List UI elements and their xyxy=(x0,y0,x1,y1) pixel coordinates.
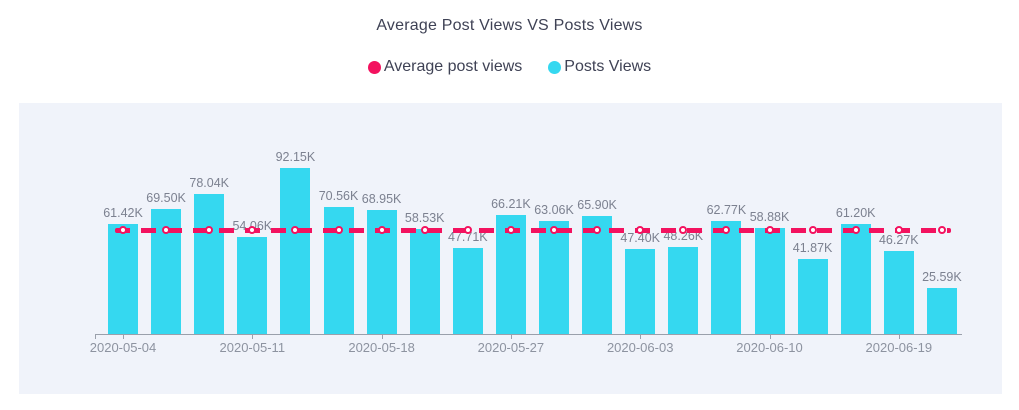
bar-posts-views[interactable] xyxy=(926,287,957,334)
bar-value-label: 92.15K xyxy=(275,150,316,165)
average-line-point[interactable] xyxy=(894,226,903,235)
average-line-point[interactable] xyxy=(851,226,860,235)
axis-tick xyxy=(640,335,642,339)
bar-value-label: 61.20K xyxy=(835,205,876,220)
average-line-point[interactable] xyxy=(377,226,386,235)
bar-posts-views[interactable] xyxy=(495,214,526,334)
bar-posts-views[interactable] xyxy=(797,258,828,334)
bar-posts-views[interactable] xyxy=(194,193,225,334)
legend-item-average-post-views[interactable]: Average post views xyxy=(367,58,523,76)
bar-posts-views[interactable] xyxy=(711,221,742,334)
bar-value-label: 66.21K xyxy=(491,196,531,211)
axis-tick xyxy=(252,335,254,339)
bar-value-label: 47.71K xyxy=(447,230,488,245)
bar-value-label: 62.77K xyxy=(706,203,747,218)
average-line-point[interactable] xyxy=(722,226,731,235)
average-line-point[interactable] xyxy=(248,226,257,235)
bar-value-label: 70.56K xyxy=(318,189,359,204)
axis-tick xyxy=(510,335,512,339)
average-line-point[interactable] xyxy=(334,226,343,235)
chart-title: Average Post Views VS Posts Views xyxy=(376,17,643,34)
legend-label: Posts Views xyxy=(564,58,652,75)
average-line-point[interactable] xyxy=(550,226,558,235)
legend-circle-icon xyxy=(548,60,562,74)
legend-label: Average post views xyxy=(383,58,523,75)
bar-posts-views[interactable] xyxy=(452,248,483,334)
bar-posts-views[interactable] xyxy=(840,223,871,334)
bar-value-label: 65.90K xyxy=(577,197,617,212)
x-axis-label: 2020-05-18 xyxy=(348,340,415,355)
average-line-point[interactable] xyxy=(162,226,171,235)
average-line-point[interactable] xyxy=(463,226,472,235)
average-line-point[interactable] xyxy=(679,226,688,235)
axis-tick xyxy=(123,335,124,339)
x-axis-label: 2020-06-10 xyxy=(736,340,803,355)
bar-posts-views[interactable] xyxy=(582,215,613,334)
legend: Average post views Posts Views xyxy=(0,58,1019,76)
chart-panel: 61.42K69.50K78.04K54.06K92.15K70.56K68.9… xyxy=(19,103,1002,394)
average-line-point[interactable] xyxy=(937,226,946,235)
bar-value-label: 78.04K xyxy=(189,175,229,190)
bar-posts-views[interactable] xyxy=(280,168,311,334)
x-axis-label: 2020-05-04 xyxy=(89,340,157,355)
bar-posts-views[interactable] xyxy=(237,236,268,334)
axis-tick xyxy=(95,335,96,339)
average-line-point[interactable] xyxy=(119,226,127,235)
bar-posts-views[interactable] xyxy=(754,228,785,334)
bar-value-label: 46.27K xyxy=(878,232,919,247)
average-line-point[interactable] xyxy=(506,226,515,235)
bar-posts-views[interactable] xyxy=(409,228,440,334)
bar-value-label: 68.95K xyxy=(361,192,402,207)
plot-area: 61.42K69.50K78.04K54.06K92.15K70.56K68.9… xyxy=(19,103,1002,394)
bar-value-label: 69.50K xyxy=(146,191,186,206)
bar-posts-views[interactable] xyxy=(108,223,138,334)
bar-value-label: 47.40K xyxy=(620,230,660,245)
legend-circle-icon xyxy=(367,60,381,74)
average-line xyxy=(115,227,951,233)
axis-tick xyxy=(898,335,900,339)
bar-posts-views[interactable] xyxy=(668,247,699,334)
bar-value-label: 58.53K xyxy=(404,210,445,225)
x-axis-label: 2020-06-19 xyxy=(865,340,933,355)
bar-value-label: 63.06K xyxy=(534,202,574,217)
legend-item-posts-views[interactable]: Posts Views xyxy=(548,58,651,76)
axis-tick xyxy=(381,335,383,339)
average-line-point[interactable] xyxy=(765,226,774,235)
x-axis-label: 2020-05-11 xyxy=(219,340,286,355)
average-line-point[interactable] xyxy=(636,226,645,235)
bar-value-label: 58.88K xyxy=(749,210,790,225)
average-line-point[interactable] xyxy=(593,226,602,235)
bar-posts-views[interactable] xyxy=(539,220,569,334)
bar-value-label: 25.59K xyxy=(922,269,962,284)
x-axis-line xyxy=(95,334,962,335)
bar-posts-views[interactable] xyxy=(883,250,914,334)
axis-tick xyxy=(769,335,771,339)
average-line-point[interactable] xyxy=(205,226,214,235)
bar-value-label: 61.42K xyxy=(103,205,143,220)
x-axis-label: 2020-05-27 xyxy=(477,340,545,355)
average-line-point[interactable] xyxy=(420,226,429,235)
bar-value-label: 41.87K xyxy=(792,240,833,255)
bar-posts-views[interactable] xyxy=(625,248,656,334)
x-axis-label: 2020-06-03 xyxy=(606,340,674,355)
average-line-point[interactable] xyxy=(808,226,817,235)
average-line-point[interactable] xyxy=(291,226,300,235)
